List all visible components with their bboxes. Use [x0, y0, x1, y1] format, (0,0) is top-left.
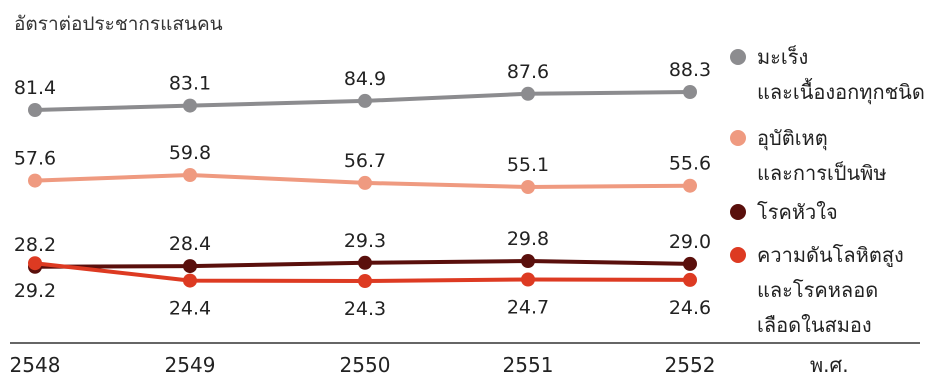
x-unit-label: พ.ศ.	[810, 353, 849, 377]
data-point	[183, 259, 197, 273]
legend-label: เลือดในสมอง	[757, 313, 872, 337]
data-point	[28, 174, 42, 188]
x-tick-label: 2551	[503, 353, 554, 377]
legend-item-2: โรคหัวใจ	[730, 200, 838, 224]
data-label: 29.0	[669, 231, 711, 253]
data-label: 87.6	[507, 61, 549, 83]
legend-label: และเนื้องอกทุกชนิด	[757, 78, 925, 105]
x-tick-label: 2552	[665, 353, 716, 377]
data-label: 57.6	[14, 148, 56, 170]
data-point	[521, 180, 535, 194]
data-point	[358, 256, 372, 270]
data-point	[358, 176, 372, 190]
data-label: 88.3	[669, 59, 711, 81]
legend-label: และโรคหลอด	[757, 278, 878, 302]
data-point	[683, 273, 697, 287]
series-layer: 81.4 83.1 84.9 87.6 88.3 57.6 59.8 56.7 55.1 55.6…	[14, 59, 711, 320]
legend-label: อุบัติเหตุ	[757, 126, 828, 151]
series-0: 81.4 83.1 84.9 87.6 88.3	[14, 59, 711, 117]
x-tick-label: 2548	[10, 353, 61, 377]
data-point	[521, 273, 535, 287]
data-label: 55.1	[507, 154, 549, 176]
data-label: 59.8	[169, 142, 211, 164]
x-tick-label: 2550	[340, 353, 391, 377]
data-point	[683, 85, 697, 99]
data-point	[183, 168, 197, 182]
legend-item-1: อุบัติเหตุและการเป็นพิษ	[730, 126, 887, 185]
legend-label: โรคหัวใจ	[757, 200, 838, 224]
legend-label: และการเป็นพิษ	[757, 160, 887, 185]
data-label: 24.4	[169, 298, 211, 320]
data-point	[358, 94, 372, 108]
data-label: 56.7	[344, 150, 386, 172]
y-axis-label: อัตราต่อประชากรแสนคน	[14, 13, 223, 35]
data-label: 28.4	[169, 233, 211, 255]
data-label: 84.9	[344, 68, 386, 90]
data-label: 29.8	[507, 228, 549, 250]
series-2: 28.2 28.4 29.3 29.8 29.0	[14, 228, 711, 274]
data-label: 24.6	[669, 297, 711, 319]
data-point	[183, 274, 197, 288]
legend: มะเร็งและเนื้องอกทุกชนิดอุบัติเหตุและการ…	[730, 44, 925, 337]
data-label: 29.3	[344, 230, 386, 252]
data-label: 83.1	[169, 73, 211, 95]
data-label: 24.3	[344, 298, 386, 320]
data-label: 29.2	[14, 280, 56, 302]
legend-label: มะเร็ง	[757, 44, 808, 69]
data-point	[683, 179, 697, 193]
legend-marker	[730, 247, 746, 263]
x-tick-labels: 2548 2549 2550 2551 2552	[10, 353, 716, 377]
data-point	[521, 254, 535, 268]
data-label: 55.6	[669, 153, 711, 175]
data-label: 28.2	[14, 234, 56, 256]
data-point	[521, 87, 535, 101]
series-1: 57.6 59.8 56.7 55.1 55.6	[14, 142, 711, 194]
data-point	[183, 99, 197, 113]
data-point	[683, 257, 697, 271]
legend-marker	[730, 204, 746, 220]
data-point	[358, 274, 372, 288]
data-label: 81.4	[14, 77, 56, 99]
legend-marker	[730, 49, 746, 65]
legend-marker	[730, 130, 746, 146]
legend-label: ความดันโลหิตสูง	[757, 243, 904, 268]
x-tick-label: 2549	[165, 353, 216, 377]
data-point	[28, 256, 42, 270]
data-point	[28, 103, 42, 117]
data-label: 24.7	[507, 297, 549, 319]
